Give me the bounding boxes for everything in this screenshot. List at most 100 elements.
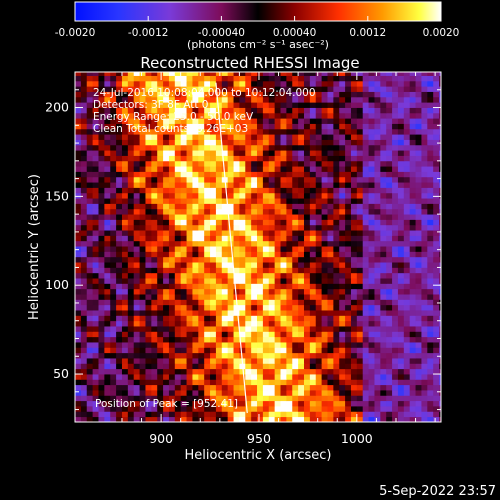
heatmap-cell (427, 75, 434, 82)
heatmap-cell (421, 160, 428, 167)
heatmap-cell (292, 294, 299, 300)
heatmap-cell (362, 310, 369, 316)
heatmap-cell (98, 160, 105, 167)
heatmap-cell (421, 102, 428, 108)
heatmap-cell (345, 208, 352, 215)
heatmap-cell (192, 80, 199, 87)
heatmap-cell (345, 75, 352, 82)
heatmap-cell (198, 96, 205, 103)
heatmap-cell (286, 416, 293, 422)
heatmap-cell (110, 128, 117, 135)
heatmap-cell (86, 310, 94, 316)
heatmap-cell (321, 400, 328, 407)
heatmap-cell (327, 246, 334, 252)
heatmap-cell (345, 326, 352, 332)
heatmap-cell (286, 288, 293, 295)
heatmap-cell (75, 256, 82, 263)
heatmap-cell (198, 406, 205, 412)
heatmap-cell (98, 187, 105, 194)
heatmap-cell (392, 128, 399, 135)
heatmap-cell (339, 294, 346, 300)
heatmap-cell (303, 251, 311, 258)
heatmap-cell (262, 278, 270, 284)
heatmap-cell (386, 91, 393, 98)
heatmap-cell (104, 267, 111, 274)
heatmap-cell (133, 347, 140, 354)
heatmap-cell (98, 166, 105, 172)
heatmap-cell (439, 144, 441, 151)
heatmap-cell (110, 219, 117, 226)
heatmap-cell (239, 144, 246, 151)
heatmap-cell (116, 283, 123, 290)
heatmap-cell (397, 107, 405, 114)
heatmap-cell (92, 256, 99, 263)
heatmap-cell (98, 406, 105, 412)
heatmap-cell (321, 187, 328, 194)
heatmap-cell (380, 320, 387, 327)
heatmap-cell (151, 358, 158, 364)
heatmap-cell (198, 86, 205, 92)
heatmap-cell (286, 91, 293, 98)
heatmap-cell (439, 294, 441, 300)
heatmap-cell (239, 139, 246, 146)
heatmap-cell (104, 384, 111, 391)
heatmap-cell (286, 198, 293, 204)
heatmap-cell (415, 320, 422, 327)
heatmap-cell (174, 315, 182, 322)
heatmap-cell (280, 326, 287, 332)
colorbar-tick-label: -0.0020 (55, 27, 96, 39)
heatmap-cell (368, 224, 375, 231)
heatmap-cell (157, 390, 164, 396)
heatmap-cell (227, 182, 234, 188)
heatmap-cell (350, 251, 358, 258)
heatmap-cell (239, 331, 246, 338)
heatmap-cell (104, 304, 111, 311)
heatmap-cell (86, 395, 94, 402)
heatmap-cell (251, 411, 258, 418)
heatmap-cell (127, 320, 135, 327)
heatmap-cell (86, 192, 94, 199)
heatmap-cell (286, 400, 293, 407)
heatmap-cell (333, 214, 340, 220)
heatmap-cell (198, 379, 205, 386)
heatmap-cell (80, 240, 88, 247)
heatmap-cell (280, 384, 287, 391)
heatmap-cell (262, 246, 270, 252)
heatmap-cell (251, 358, 258, 364)
heatmap-cell (127, 331, 135, 338)
heatmap-cell (227, 416, 234, 422)
heatmap-cell (221, 155, 229, 162)
heatmap-cell (374, 278, 381, 284)
heatmap-cell (157, 171, 164, 178)
heatmap-cell (151, 219, 158, 226)
heatmap-cell (239, 187, 246, 194)
heatmap-cell (80, 347, 88, 354)
heatmap-cell (75, 358, 82, 364)
heatmap-cell (362, 246, 369, 252)
heatmap-cell (321, 315, 328, 322)
heatmap-cell (204, 288, 211, 295)
heatmap-cell (157, 160, 164, 167)
heatmap-cell (298, 224, 305, 231)
heatmap-cell (145, 150, 152, 156)
heatmap-cell (151, 144, 158, 151)
heatmap-cell (433, 96, 440, 103)
heatmap-cell (421, 150, 428, 156)
heatmap-cell (433, 160, 440, 167)
heatmap-cell (274, 72, 281, 76)
heatmap-cell (415, 144, 422, 151)
heatmap-cell (321, 198, 328, 204)
heatmap-cell (403, 246, 411, 252)
heatmap-cell (215, 182, 223, 188)
heatmap-cell (280, 203, 287, 210)
heatmap-cell (356, 326, 364, 332)
heatmap-cell (227, 406, 234, 412)
heatmap-cell (210, 379, 217, 386)
heatmap-cell (298, 400, 305, 407)
heatmap-cell (127, 134, 135, 140)
heatmap-cell (386, 294, 393, 300)
heatmap-cell (139, 294, 146, 300)
heatmap-cell (257, 75, 264, 82)
heatmap-cell (362, 384, 369, 391)
heatmap-cell (292, 251, 299, 258)
